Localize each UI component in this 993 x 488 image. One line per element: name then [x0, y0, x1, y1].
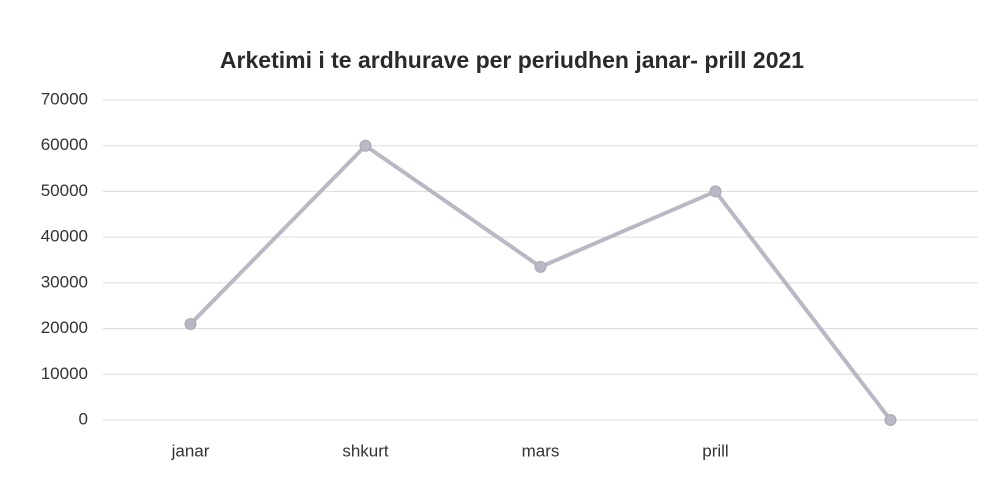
data-point [884, 414, 897, 426]
data-point [359, 139, 372, 152]
chart-title: Arketimi i te ardhurave per periudhen ja… [220, 47, 804, 73]
data-point [709, 185, 722, 198]
data-point [184, 318, 197, 330]
y-tick-label: 10000 [41, 364, 88, 383]
data-point [534, 260, 547, 273]
y-tick-label: 50000 [41, 181, 88, 200]
y-tick-label: 20000 [41, 318, 88, 337]
x-tick-label: shkurt [342, 441, 389, 460]
x-tick-label: janar [171, 441, 210, 460]
x-tick-label: mars [522, 441, 560, 460]
y-tick-label: 70000 [41, 89, 88, 108]
y-tick-label: 30000 [41, 272, 88, 291]
x-tick-label: prill [702, 441, 728, 460]
y-tick-label: 60000 [41, 135, 88, 154]
y-tick-label: 40000 [41, 227, 88, 246]
y-tick-label: 0 [79, 409, 88, 428]
